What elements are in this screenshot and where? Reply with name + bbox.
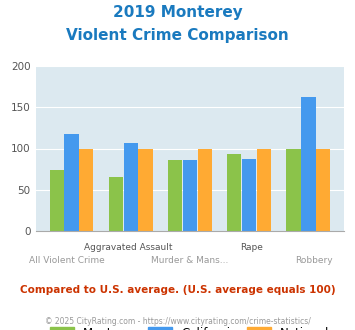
Bar [227, 154, 241, 231]
Bar [109, 178, 123, 231]
Legend: Monterey, California, National: Monterey, California, National [45, 323, 334, 330]
Bar [286, 148, 301, 231]
Bar [257, 148, 271, 231]
Text: Violent Crime Comparison: Violent Crime Comparison [66, 28, 289, 43]
Bar [183, 160, 197, 231]
Text: Aggravated Assault: Aggravated Assault [84, 243, 173, 251]
Text: 2019 Monterey: 2019 Monterey [113, 5, 242, 20]
Bar [316, 148, 330, 231]
Bar [64, 134, 78, 231]
Bar [50, 170, 64, 231]
Bar [301, 97, 316, 231]
Bar [168, 160, 182, 231]
Bar [79, 148, 93, 231]
Text: All Violent Crime: All Violent Crime [28, 256, 104, 265]
Text: © 2025 CityRating.com - https://www.cityrating.com/crime-statistics/: © 2025 CityRating.com - https://www.city… [45, 317, 310, 326]
Bar [242, 159, 256, 231]
Bar [138, 148, 153, 231]
Text: Rape: Rape [240, 243, 263, 251]
Text: Murder & Mans...: Murder & Mans... [151, 256, 229, 265]
Bar [198, 148, 212, 231]
Text: Compared to U.S. average. (U.S. average equals 100): Compared to U.S. average. (U.S. average … [20, 285, 335, 295]
Bar [124, 143, 138, 231]
Text: Robbery: Robbery [295, 256, 332, 265]
